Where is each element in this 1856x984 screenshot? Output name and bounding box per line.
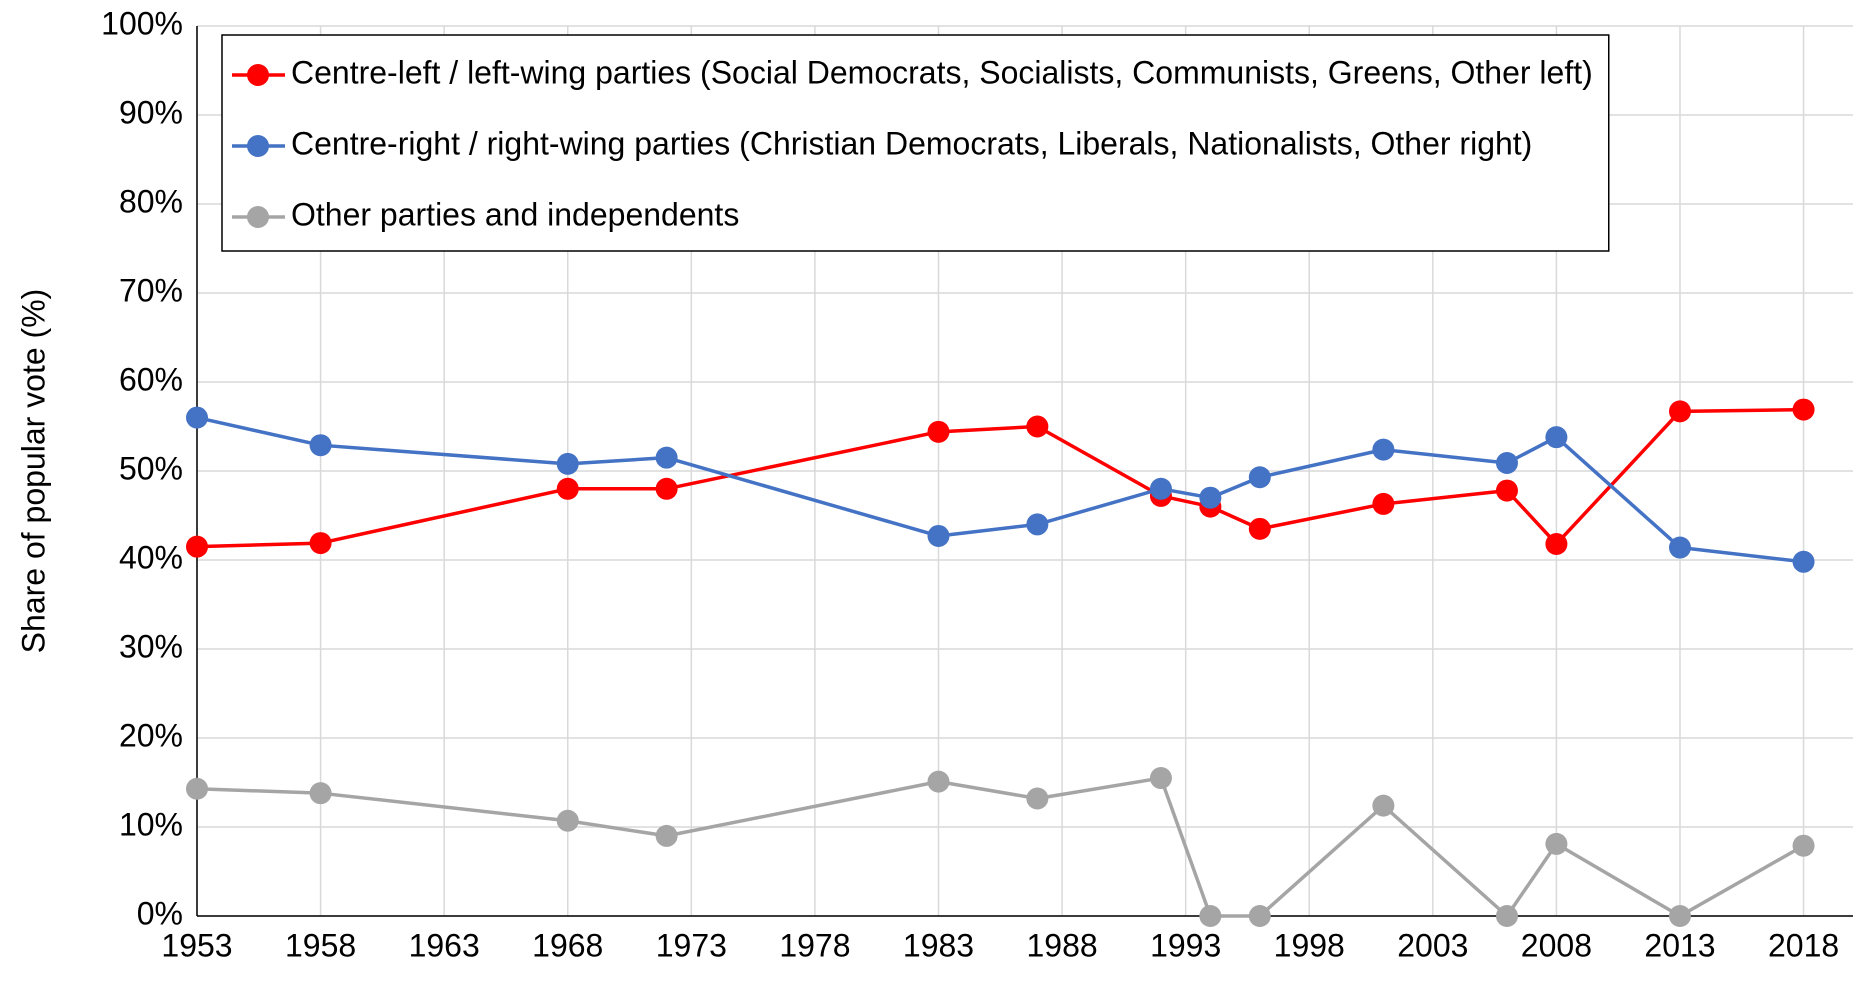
legend-marker — [247, 64, 269, 86]
data-point — [655, 824, 678, 847]
x-tick-label: 1983 — [903, 927, 974, 963]
data-point — [1199, 486, 1222, 509]
y-tick-label: 30% — [119, 628, 183, 664]
data-point — [556, 809, 579, 832]
y-tick-label: 20% — [119, 717, 183, 753]
data-point — [1545, 532, 1568, 555]
data-point — [186, 535, 208, 558]
y-tick-label: 50% — [119, 450, 183, 486]
data-point — [186, 406, 208, 429]
y-tick-label: 80% — [119, 183, 183, 219]
data-point — [309, 532, 332, 555]
y-tick-label: 100% — [101, 5, 183, 41]
x-tick-label: 1998 — [1274, 927, 1345, 963]
y-tick-label: 60% — [119, 361, 183, 397]
legend-label: Centre-right / right-wing parties (Chris… — [291, 125, 1532, 161]
data-point — [1545, 832, 1568, 855]
y-tick-label: 40% — [119, 539, 183, 575]
data-point — [927, 420, 950, 443]
data-point — [1792, 398, 1815, 421]
y-tick-label: 90% — [119, 94, 183, 130]
data-point — [556, 452, 579, 475]
x-tick-label: 1958 — [285, 927, 356, 963]
x-tick-label: 1968 — [532, 927, 603, 963]
y-axis-label: Share of popular vote (%) — [15, 289, 51, 654]
data-point — [1149, 767, 1172, 790]
data-point — [186, 777, 208, 800]
data-point — [655, 477, 678, 500]
legend-label: Centre-left / left-wing parties (Social … — [291, 54, 1593, 90]
data-point — [556, 477, 579, 500]
data-point — [1248, 466, 1271, 489]
legend-label: Other parties and independents — [291, 196, 739, 232]
x-tick-label: 1988 — [1026, 927, 1097, 963]
data-point — [1792, 550, 1815, 573]
data-point — [927, 770, 950, 793]
data-point — [927, 524, 950, 547]
y-tick-label: 70% — [119, 272, 183, 308]
data-point — [1372, 492, 1395, 515]
data-point — [655, 446, 678, 469]
x-tick-label: 2018 — [1768, 927, 1839, 963]
data-point — [1495, 905, 1518, 927]
data-point — [1199, 905, 1222, 927]
data-point — [1149, 477, 1172, 500]
data-point — [1668, 400, 1691, 423]
data-point — [309, 782, 332, 805]
x-tick-label: 1973 — [656, 927, 727, 963]
data-point — [1668, 536, 1691, 559]
data-point — [1248, 517, 1271, 540]
data-point — [309, 434, 332, 457]
data-point — [1026, 513, 1049, 536]
data-point — [1248, 905, 1271, 927]
data-point — [1545, 426, 1568, 449]
data-point — [1668, 905, 1691, 927]
series-line — [196, 407, 1804, 549]
x-tick-label: 1963 — [409, 927, 480, 963]
legend-box — [221, 34, 1610, 252]
x-tick-label: 2003 — [1397, 927, 1468, 963]
data-point — [1495, 451, 1518, 474]
x-tick-label: 2013 — [1644, 927, 1715, 963]
x-tick-label: 1993 — [1150, 927, 1221, 963]
data-point — [1026, 415, 1049, 438]
x-tick-label: 1978 — [779, 927, 850, 963]
data-point — [1495, 479, 1518, 502]
series-line — [196, 776, 1805, 918]
data-point — [1792, 834, 1815, 857]
legend: Centre-left / left-wing parties (Social … — [221, 34, 1610, 252]
data-point — [1372, 438, 1395, 461]
y-tick-label: 0% — [137, 895, 183, 931]
x-tick-label: 2008 — [1521, 927, 1592, 963]
x-tick-label: 1953 — [161, 927, 232, 963]
y-tick-label: 10% — [119, 806, 183, 842]
legend-marker — [247, 135, 269, 157]
data-point — [1026, 787, 1049, 810]
legend-marker — [247, 206, 269, 228]
data-point — [1372, 794, 1395, 817]
